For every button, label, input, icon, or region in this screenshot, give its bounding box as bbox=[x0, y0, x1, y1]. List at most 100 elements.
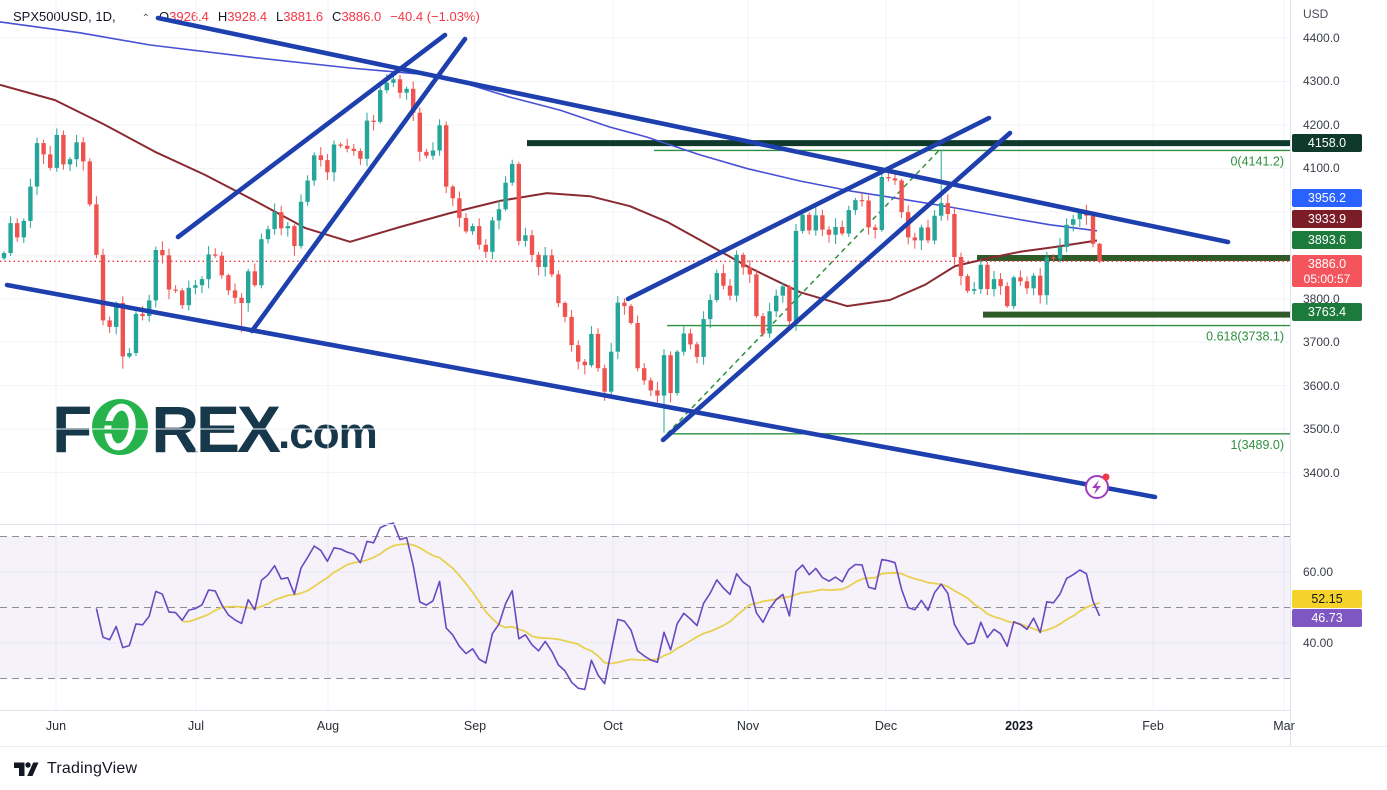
time-tick-nov: Nov bbox=[736, 719, 760, 733]
candle-body bbox=[450, 186, 455, 199]
symbol-legend: SPX500USD, 1D, ⌃ O 3926.4 H 3928.4 L 388… bbox=[13, 9, 480, 24]
candle-body bbox=[886, 177, 891, 179]
descending-channel-upper[interactable] bbox=[155, 15, 1231, 245]
fib-level-label: 0(4141.2) bbox=[1230, 154, 1284, 168]
candle-body bbox=[582, 361, 587, 366]
candle-body bbox=[543, 255, 548, 267]
candle-body bbox=[457, 198, 462, 218]
candle-body bbox=[483, 244, 488, 252]
candle-body bbox=[430, 150, 436, 156]
june-aug-wedge-left[interactable] bbox=[175, 32, 448, 240]
time-tick-dec: Dec bbox=[874, 719, 898, 733]
candle-body bbox=[708, 300, 713, 320]
symbol-title[interactable]: SPX500USD, 1D, bbox=[13, 9, 116, 24]
candle-body bbox=[120, 303, 125, 357]
candle-body bbox=[668, 355, 673, 393]
close-label: C bbox=[332, 9, 342, 24]
candle-body bbox=[965, 276, 970, 291]
candle-body bbox=[246, 271, 251, 303]
candle-body bbox=[391, 79, 396, 83]
price-tick: 3400.0 bbox=[1303, 465, 1340, 480]
candle-body bbox=[820, 215, 825, 230]
candle-body bbox=[688, 333, 693, 345]
candle-body bbox=[74, 142, 79, 160]
price-axis[interactable]: USD 4400.0 4300.0 4200.0 4100.0 3800.0 3700.0… bbox=[1290, 0, 1387, 746]
candle-body bbox=[490, 220, 495, 252]
candle-body bbox=[939, 203, 944, 216]
candle-body bbox=[114, 303, 119, 327]
oct-dec-wedge-shallow[interactable] bbox=[625, 115, 992, 302]
candle-body bbox=[331, 144, 337, 173]
candle-body bbox=[15, 223, 20, 238]
candle-body bbox=[496, 209, 502, 221]
candle-body bbox=[576, 345, 581, 362]
candle-body bbox=[404, 88, 409, 93]
time-axis[interactable]: Jun Jul Aug Sep Oct Nov Dec 2023 Feb Mar bbox=[0, 710, 1295, 747]
candle-body bbox=[853, 200, 858, 211]
price-chart-canvas[interactable]: 0(4141.2) 0.618(3738.1) 1(3489.0) bbox=[0, 0, 1290, 746]
candle-body bbox=[1031, 275, 1036, 289]
candle-body bbox=[978, 264, 983, 290]
oct-dec-wedge-steep[interactable] bbox=[660, 130, 1013, 443]
june-aug-wedge-right[interactable] bbox=[249, 36, 468, 334]
candle-body bbox=[87, 161, 92, 205]
time-tick-feb: Feb bbox=[1142, 719, 1164, 733]
candle-body bbox=[358, 151, 363, 159]
price-badge: 3933.9 bbox=[1292, 210, 1362, 228]
candle-body bbox=[107, 320, 112, 327]
candle-body bbox=[140, 313, 145, 317]
candle-body bbox=[952, 214, 957, 257]
candle-body bbox=[932, 215, 937, 241]
time-tick-oct: Oct bbox=[603, 719, 623, 733]
candle-body bbox=[206, 254, 211, 280]
candle-body bbox=[556, 274, 561, 304]
candle-body bbox=[21, 220, 26, 238]
candle-body bbox=[424, 151, 429, 156]
candle-body bbox=[701, 319, 706, 357]
rsi-line bbox=[95, 522, 1101, 691]
candle-body bbox=[846, 210, 851, 234]
price-tick: 4300.0 bbox=[1303, 74, 1340, 89]
candle-body bbox=[67, 159, 73, 165]
candle-body bbox=[767, 311, 772, 334]
candle-body bbox=[239, 297, 244, 303]
candle-body bbox=[991, 279, 997, 290]
forex-logo-o-icon bbox=[91, 398, 149, 461]
candle-body bbox=[470, 226, 475, 232]
alert-dot-icon bbox=[1102, 473, 1110, 481]
candle-body bbox=[727, 285, 733, 296]
rsi-tick: 40.00 bbox=[1303, 636, 1334, 650]
candle-body bbox=[714, 273, 719, 300]
candle-body bbox=[813, 215, 818, 231]
candle-body bbox=[774, 295, 779, 312]
low-label: L bbox=[276, 9, 284, 24]
candle-body bbox=[34, 143, 40, 187]
candle-body bbox=[655, 390, 660, 396]
close-value: 3886.0 bbox=[341, 9, 382, 24]
candle-body bbox=[721, 273, 726, 286]
candle-body bbox=[972, 289, 977, 291]
candle-body bbox=[41, 143, 46, 155]
candle-body bbox=[694, 344, 700, 357]
candle-body bbox=[186, 287, 191, 306]
tradingview-logo-icon[interactable] bbox=[14, 759, 39, 778]
candle-body bbox=[945, 203, 950, 214]
alert-bolt-icon bbox=[1092, 480, 1101, 495]
tradingview-brand-text[interactable]: TradingView bbox=[47, 759, 138, 777]
candle-body bbox=[437, 125, 442, 151]
candle-body bbox=[899, 180, 904, 213]
candle-body bbox=[892, 178, 898, 181]
candle-body bbox=[213, 254, 218, 256]
candle-body bbox=[1051, 257, 1056, 259]
candle-body bbox=[417, 112, 422, 152]
price-badge: 3893.6 bbox=[1292, 231, 1362, 249]
descending-channel-lower[interactable] bbox=[4, 282, 1158, 500]
candle-body bbox=[958, 257, 964, 277]
legend-caret-icon[interactable]: ⌃ bbox=[141, 13, 150, 24]
footer-bar: TradingView bbox=[0, 746, 1387, 790]
candle-body bbox=[325, 160, 330, 173]
candle-body bbox=[199, 279, 205, 286]
time-tick-sep: Sep bbox=[463, 719, 487, 733]
candle-body bbox=[252, 271, 257, 286]
